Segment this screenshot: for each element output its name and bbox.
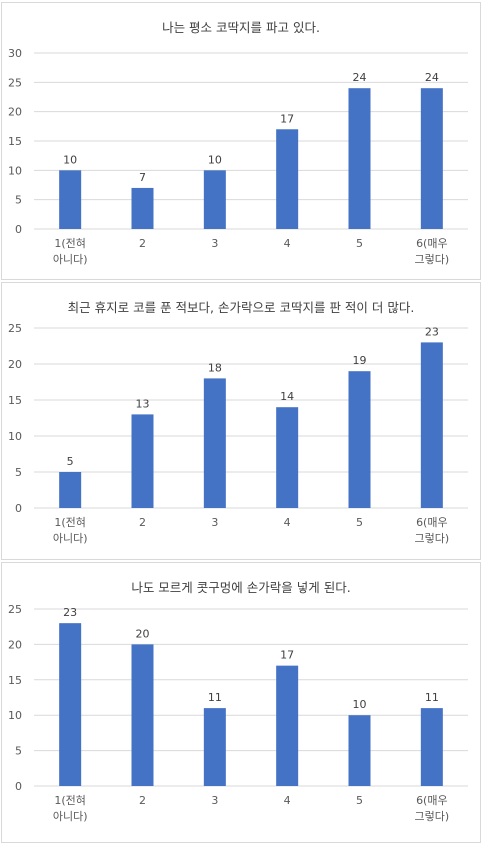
bar: [131, 644, 154, 786]
x-tick-label: 4: [284, 794, 291, 807]
x-tick-label: 6(매우 그렇다): [415, 794, 450, 823]
data-label: 20: [136, 627, 150, 640]
chart-title: 최근 휴지로 코를 푼 적보다, 손가락으로 코딱지를 판 적이 더 많다.: [67, 300, 415, 315]
chart-panel-2: 최근 휴지로 코를 푼 적보다, 손가락으로 코딱지를 판 적이 더 많다. 0…: [1, 282, 481, 560]
y-tick-label: 5: [15, 466, 22, 479]
y-tick-label: 0: [15, 780, 22, 793]
data-label: 13: [136, 397, 150, 410]
data-label: 11: [208, 691, 222, 704]
x-tick-label: 5: [356, 237, 363, 250]
bar: [203, 170, 226, 229]
y-tick-label: 0: [15, 502, 22, 515]
x-tick-label: 2: [139, 237, 146, 250]
data-label: 17: [280, 649, 294, 662]
data-label: 23: [425, 325, 439, 338]
x-tick-label: 3: [211, 794, 218, 807]
bar: [131, 414, 154, 508]
x-tick-label: 1(전혀 아니다): [53, 794, 88, 823]
data-label: 23: [63, 606, 77, 619]
y-tick-label: 10: [8, 430, 22, 443]
x-tick-label: 3: [211, 237, 218, 250]
x-tick-label: 2: [139, 794, 146, 807]
y-tick-label: 0: [15, 223, 22, 236]
data-label: 18: [208, 361, 222, 374]
chart-plot: 0 5 10 15 20 25 30 10 1(전혀 아니다) 7 2 10 3 17 4 24 5 24 6(매우 그…: [8, 47, 468, 266]
x-tick-label: 6(매우 그렇다): [415, 516, 450, 545]
data-label: 11: [425, 691, 439, 704]
data-label: 24: [353, 71, 367, 84]
y-tick-label: 25: [8, 603, 22, 616]
data-label: 14: [280, 390, 294, 403]
bar: [276, 665, 299, 786]
y-tick-label: 5: [15, 745, 22, 758]
bar: [348, 715, 371, 786]
bar: [59, 170, 82, 229]
bar: [348, 371, 371, 508]
data-label: 17: [280, 112, 294, 125]
bar: [59, 623, 82, 786]
y-tick-label: 10: [8, 709, 22, 722]
y-tick-label: 30: [8, 47, 22, 60]
chart-panel-1: 나는 평소 코딱지를 파고 있다. 0 5 10 15 20 25 30 10 1(전혀 아니다)…: [1, 2, 481, 280]
y-tick-label: 10: [8, 164, 22, 177]
y-tick-label: 15: [8, 135, 22, 148]
bar: [276, 407, 299, 508]
bar: [348, 88, 371, 229]
bar: [420, 88, 443, 229]
x-tick-label: 1(전혀 아니다): [53, 237, 88, 266]
y-tick-label: 15: [8, 674, 22, 687]
bar: [131, 187, 154, 229]
chart-panel-3: 나도 모르게 콧구멍에 손가락을 넣게 된다. 0 5 10 15 20 25 23 1(전혀…: [1, 562, 481, 843]
y-tick-label: 25: [8, 322, 22, 335]
bar: [203, 378, 226, 508]
data-label: 19: [353, 354, 367, 367]
x-tick-label: 5: [356, 794, 363, 807]
y-tick-label: 25: [8, 76, 22, 89]
y-tick-label: 15: [8, 394, 22, 407]
x-tick-label: 2: [139, 516, 146, 529]
data-label: 5: [67, 455, 74, 468]
x-tick-label: 1(전혀 아니다): [53, 516, 88, 545]
chart-plot: 0 5 10 15 20 25 5 1(전혀 아니다) 13 2 18 3 14 4 19 5 23 6(매우 그렇다…: [8, 322, 468, 545]
bar: [276, 129, 299, 229]
chart-title: 나도 모르게 콧구멍에 손가락을 넣게 된다.: [131, 580, 351, 595]
data-label: 24: [425, 71, 439, 84]
chart-plot: 0 5 10 15 20 25 23 1(전혀 아니다) 20 2 11 3 17 4 10 5 11 6(매우 그렇…: [8, 603, 468, 823]
data-label: 7: [139, 171, 146, 184]
y-tick-label: 5: [15, 194, 22, 207]
y-tick-label: 20: [8, 106, 22, 119]
data-label: 10: [353, 698, 367, 711]
bar: [420, 708, 443, 786]
x-tick-label: 5: [356, 516, 363, 529]
y-tick-label: 20: [8, 358, 22, 371]
bar: [420, 342, 443, 508]
bar: [203, 708, 226, 786]
y-tick-label: 20: [8, 638, 22, 651]
x-tick-label: 4: [284, 237, 291, 250]
x-tick-label: 4: [284, 516, 291, 529]
bar: [59, 472, 82, 508]
x-tick-label: 3: [211, 516, 218, 529]
data-label: 10: [63, 153, 77, 166]
data-label: 10: [208, 153, 222, 166]
chart-title: 나는 평소 코딱지를 파고 있다.: [162, 20, 320, 35]
x-tick-label: 6(매우 그렇다): [415, 237, 450, 266]
